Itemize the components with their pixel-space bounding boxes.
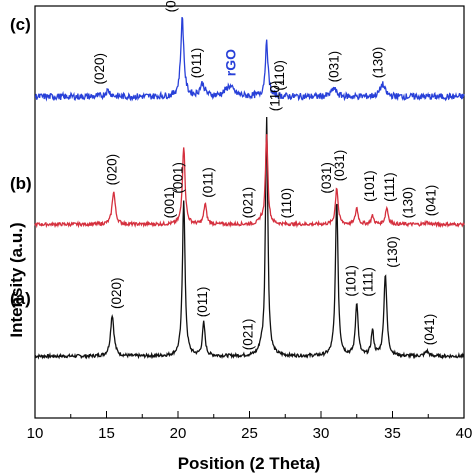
peak-label: (001) <box>163 0 178 12</box>
peak-label: (110) <box>268 81 283 112</box>
peak-label: (041) <box>424 185 439 217</box>
peak-label: (110) <box>272 60 287 91</box>
panel-label-c: (c) <box>10 15 31 34</box>
peak-labels: (020)(001)(011)(021)(110)(031)(101) (111)… <box>92 0 439 350</box>
peak-label: (111) <box>361 267 376 297</box>
x-axis-label: Position (2 Theta) <box>178 454 321 473</box>
x-tick-label: 10 <box>27 425 44 442</box>
x-tick-label: 40 <box>456 425 473 442</box>
panel-label-b: (b) <box>10 174 32 193</box>
peak-label: (001) <box>162 187 177 219</box>
x-tick-label: 15 <box>98 425 115 442</box>
trace-0 <box>34 116 465 360</box>
peak-label: (001) <box>171 162 186 194</box>
y-axis-label: Intensity (a.u.) <box>7 222 26 337</box>
peak-label: (011) <box>201 167 216 198</box>
peak-label: (020) <box>109 277 124 309</box>
peak-label: (031) <box>332 150 347 182</box>
peak-label: (111) <box>382 172 397 202</box>
rgo-annotation: rGO <box>223 49 239 76</box>
trace-1 <box>34 134 465 229</box>
peak-label: (011) <box>189 48 204 79</box>
peak-label: (031) <box>326 51 341 83</box>
peak-label: (110) <box>279 188 294 219</box>
peak-label: (021) <box>241 187 256 219</box>
peak-label: (130) <box>401 187 416 219</box>
peak-label: (011) <box>195 287 210 318</box>
peak-label: (021) <box>241 319 256 351</box>
x-tick-label: 25 <box>241 425 258 442</box>
peak-label: (101) <box>344 265 359 297</box>
x-tick-label: 30 <box>313 425 330 442</box>
x-tick-label: 20 <box>170 425 187 442</box>
x-axis-ticks: 10 15 20 25 30 35 40 <box>27 411 473 442</box>
xrd-traces <box>34 16 465 360</box>
peak-label: (130) <box>385 236 400 268</box>
peak-label: (101) <box>362 170 377 202</box>
panel-label-a: (a) <box>10 289 31 308</box>
peak-label: (020) <box>105 154 120 186</box>
peak-label: (130) <box>371 47 386 79</box>
trace-2 <box>34 16 465 102</box>
x-tick-label: 35 <box>384 425 401 442</box>
peak-label: (031) <box>319 162 334 194</box>
peak-label: (041) <box>422 314 437 346</box>
peak-label: (020) <box>92 53 107 85</box>
